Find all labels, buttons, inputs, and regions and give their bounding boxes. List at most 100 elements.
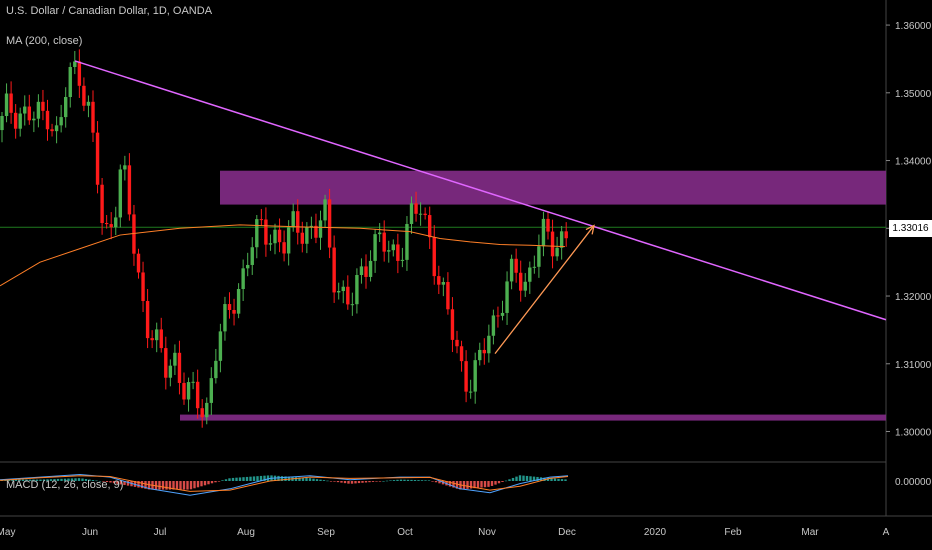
macd-histogram-bar [515,476,518,481]
candle-body [446,282,450,310]
candle-body [396,244,400,261]
candle-body [487,335,491,354]
candle-body [514,258,518,273]
macd-histogram-bar [385,480,389,482]
macd-histogram-bar [214,481,217,483]
candle-body [209,378,213,403]
macd-histogram-bar [224,479,228,481]
macd-histogram-bar [165,481,168,490]
candle-body [441,282,446,285]
x-tick-label: A [883,527,890,538]
macd-histogram-bar [354,481,357,484]
y-tick-label: 1.36000 [895,21,932,32]
macd-histogram-bar [119,481,123,485]
candle-body [418,213,423,215]
macd-histogram-bar [266,475,270,481]
macd-histogram-bar [161,481,165,490]
macd-histogram-bar [242,477,245,481]
macd-histogram-bar [518,475,522,481]
candle-body [509,258,514,282]
candle-body [182,382,186,400]
macd-histogram-bar [182,481,186,490]
descending-trendline [74,60,887,321]
candle-body [428,215,432,238]
macd-histogram-bar [420,480,424,481]
macd-histogram-bar [375,481,378,482]
macd-histogram-bar [200,481,203,487]
macd-histogram-bar [42,479,46,481]
macd-histogram-bar [98,481,102,482]
candle-body [91,101,95,133]
macd-histogram-bar [322,480,326,481]
macd-signal-line [0,475,569,492]
candle-body [337,291,341,293]
candle-body [377,232,382,235]
macd-histogram-bar [228,478,231,481]
current-price-tag: 1.33016 [889,220,932,237]
candle-body [327,199,332,248]
macd-histogram-bar [67,478,70,481]
candle-body [150,338,154,341]
macd-histogram-bar [532,476,536,481]
macd-histogram-bar [312,478,315,481]
macd-histogram-bar [70,478,74,481]
candle-body [391,244,395,251]
candle-body [250,247,254,265]
ma200-line [0,224,566,287]
macd-histogram-bar [392,480,396,481]
candle-body [364,266,368,277]
macd-histogram-bar [357,481,361,484]
candle-body [177,352,182,383]
macd-histogram-bar [406,479,410,481]
candle-body [546,218,550,232]
candle-body [387,250,391,252]
macd-histogram-bar [123,481,126,486]
macd-histogram-bar [560,479,564,481]
candle-body [332,247,336,293]
macd-histogram-bar [294,477,298,481]
macd-histogram-bar [144,481,147,489]
macd-histogram-bar [326,480,329,482]
candle-body [400,259,405,261]
candle-body [259,219,264,221]
candle-body [373,234,377,261]
candle-body [0,116,4,131]
macd-histogram-bar [361,481,364,483]
projection-arrow-head [585,224,595,235]
macd-histogram-bar [543,477,546,481]
macd-histogram-bar [95,480,98,482]
macd-histogram-bar [487,481,490,487]
macd-histogram-bar [315,479,319,481]
candle-body [23,106,27,114]
macd-histogram-bar [53,479,56,481]
macd-histogram-bar [336,481,340,483]
candle-body [195,381,200,409]
macd-histogram-bar [280,476,284,481]
macd-histogram-bar [137,481,140,488]
candle-body [273,229,277,244]
macd-histogram-bar [81,478,84,481]
macd-histogram-bar [154,481,158,490]
ma-indicator-label[interactable]: MA (200, close) [6,35,83,47]
macd-histogram-bar [277,475,280,481]
macd-histogram-bar [263,475,266,481]
macd-histogram-bar [235,477,238,481]
macd-histogram-bar [378,481,382,482]
macd-histogram-bar [172,481,175,490]
macd-histogram-bar [550,478,553,481]
macd-histogram-bar [203,481,207,486]
candle-body [54,125,59,132]
macd-histogram-bar [32,479,35,481]
candle-body [268,243,273,245]
candle-body [300,232,304,244]
macd-histogram-bar [284,476,287,481]
candle-body [186,382,191,400]
candle-body [173,352,177,366]
macd-histogram-bar [424,480,427,481]
macd-histogram-bar [7,479,11,481]
macd-indicator-label[interactable]: MACD (12, 26, close, 9) [6,479,124,491]
macd-histogram-bar [11,479,14,481]
macd-histogram-bar [189,481,193,490]
macd-histogram-bar [546,477,550,481]
